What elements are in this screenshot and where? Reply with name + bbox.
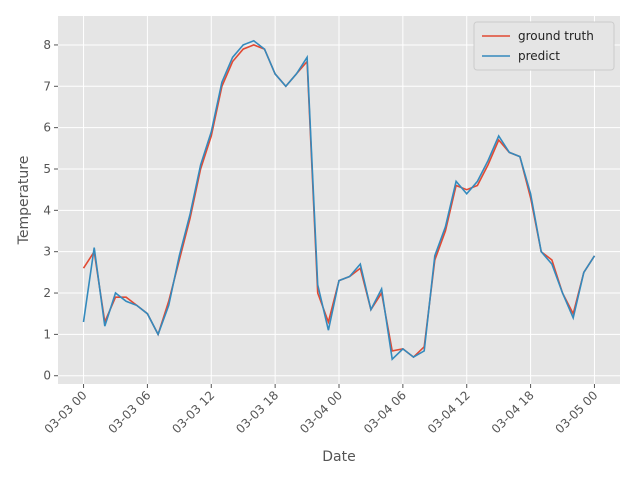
x-tick-label: 03-04 12: [425, 388, 473, 436]
x-tick-label: 03-03 18: [233, 388, 281, 436]
x-tick-label: 03-03 12: [169, 388, 217, 436]
y-tick-label: 0: [43, 369, 51, 383]
x-tick-label: 03-04 18: [489, 388, 537, 436]
legend-box: [473, 21, 615, 71]
legend-label: predict: [518, 49, 560, 63]
x-axis-label: Date: [322, 449, 355, 465]
y-tick-label: 8: [43, 38, 51, 52]
y-tick-label: 4: [43, 203, 51, 217]
y-tick-label: 6: [43, 121, 51, 135]
y-tick-label: 5: [43, 162, 51, 176]
x-tick-label: 03-04 06: [361, 388, 409, 436]
x-tick-label: 03-03 00: [42, 388, 90, 436]
line: [82, 39, 596, 361]
legend: ground truth predict: [473, 21, 615, 71]
y-axis-label: Temperature: [16, 156, 32, 246]
y-tick-label: 2: [43, 286, 51, 300]
x-tick-label: 03-04 00: [297, 388, 345, 436]
y-tick-label: 1: [43, 327, 51, 341]
legend-label: ground truth: [518, 29, 594, 43]
y-tick-label: 7: [43, 79, 51, 93]
x-tick-label: 03-05 00: [553, 388, 601, 436]
x-tick-label: 03-03 06: [105, 388, 153, 436]
y-tick-label: 3: [43, 245, 51, 259]
